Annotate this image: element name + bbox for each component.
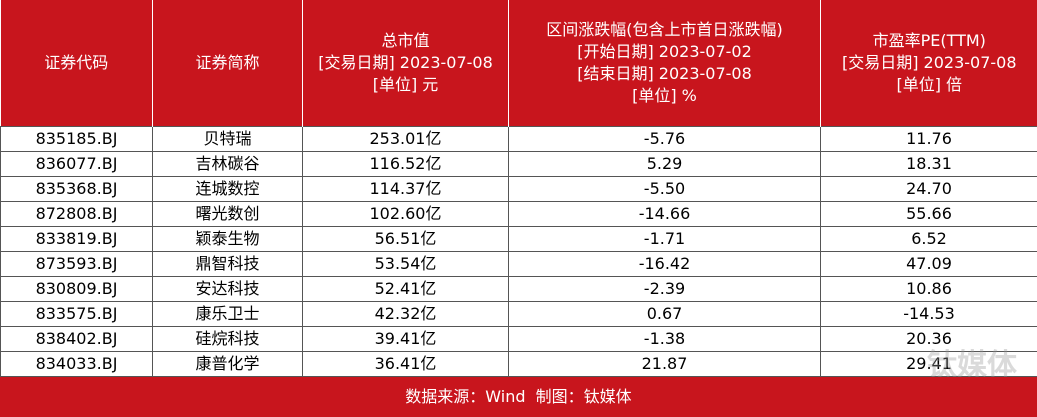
table-cell: 835185.BJ bbox=[0, 126, 153, 152]
table-cell: 833575.BJ bbox=[0, 301, 153, 327]
table-row: 835185.BJ 贝特瑞 253.01亿 -5.76 11.76 bbox=[0, 126, 1037, 152]
header-cell: 市盈率PE(TTM) [交易日期] 2023-07-08 [单位] 倍 bbox=[820, 0, 1037, 127]
table-cell: 872808.BJ bbox=[0, 201, 153, 227]
table-cell: 11.76 bbox=[820, 126, 1037, 152]
table-cell: 836077.BJ bbox=[0, 151, 153, 177]
table-cell: 838402.BJ bbox=[0, 326, 153, 352]
table-cell: 康普化学 bbox=[152, 351, 303, 377]
table-cell: 253.01亿 bbox=[302, 126, 509, 152]
table-cell: -2.39 bbox=[508, 276, 821, 302]
header-line: 证券简称 bbox=[195, 53, 260, 72]
table-cell: 36.41亿 bbox=[302, 351, 509, 377]
header-cell: 证券简称 bbox=[152, 0, 303, 127]
header-row: 证券代码 证券简称 总市值 [交易日期] 2023-07-08 [单位] 元 区间涨跌幅(… bbox=[0, 0, 1037, 127]
table-cell: 24.70 bbox=[820, 176, 1037, 202]
table-cell: 39.41亿 bbox=[302, 326, 509, 352]
table-cell: 42.32亿 bbox=[302, 301, 509, 327]
table-row: 873593.BJ 鼎智科技 53.54亿 -16.42 47.09 bbox=[0, 251, 1037, 277]
table-cell: 5.29 bbox=[508, 151, 821, 177]
table-cell: 安达科技 bbox=[152, 276, 303, 302]
table-row: 834033.BJ 康普化学 36.41亿 21.87 29.41 bbox=[0, 351, 1037, 377]
table-cell: 0.67 bbox=[508, 301, 821, 327]
table-cell: 21.87 bbox=[508, 351, 821, 377]
table-cell: 康乐卫士 bbox=[152, 301, 303, 327]
table-cell: -5.76 bbox=[508, 126, 821, 152]
table-cell: 鼎智科技 bbox=[152, 251, 303, 277]
table-row: 833575.BJ 康乐卫士 42.32亿 0.67 -14.53 bbox=[0, 301, 1037, 327]
header-line: [交易日期] 2023-07-08 bbox=[318, 53, 493, 72]
table-cell: 56.51亿 bbox=[302, 226, 509, 252]
table-cell: 47.09 bbox=[820, 251, 1037, 277]
table-body: 835185.BJ 贝特瑞 253.01亿 -5.76 11.76 836077.BJ 吉林… bbox=[0, 126, 1037, 377]
header-line: [开始日期] 2023-07-02 bbox=[577, 42, 752, 61]
table-cell: 连城数控 bbox=[152, 176, 303, 202]
table-cell: -14.66 bbox=[508, 201, 821, 227]
table-cell: 20.36 bbox=[820, 326, 1037, 352]
table-cell: 18.31 bbox=[820, 151, 1037, 177]
table-row: 833819.BJ 颖泰生物 56.51亿 -1.71 6.52 bbox=[0, 226, 1037, 252]
table-cell: 102.60亿 bbox=[302, 201, 509, 227]
table-cell: 873593.BJ bbox=[0, 251, 153, 277]
header-line: [结束日期] 2023-07-08 bbox=[577, 64, 752, 83]
header-line: 区间涨跌幅(包含上市首日涨跌幅) bbox=[546, 20, 783, 39]
header-line: 总市值 bbox=[381, 31, 430, 50]
header-line: [单位] 倍 bbox=[896, 75, 963, 94]
header-cell: 区间涨跌幅(包含上市首日涨跌幅) [开始日期] 2023-07-02 [结束日期] … bbox=[508, 0, 821, 127]
data-table: 证券代码 证券简称 总市值 [交易日期] 2023-07-08 [单位] 元 区间涨跌幅(… bbox=[0, 0, 1037, 377]
table-cell: -14.53 bbox=[820, 301, 1037, 327]
table-cell: 833819.BJ bbox=[0, 226, 153, 252]
table-cell: 830809.BJ bbox=[0, 276, 153, 302]
table-cell: -16.42 bbox=[508, 251, 821, 277]
table-cell: 114.37亿 bbox=[302, 176, 509, 202]
table-cell: 曙光数创 bbox=[152, 201, 303, 227]
table-cell: -1.38 bbox=[508, 326, 821, 352]
table-cell: 29.41 bbox=[820, 351, 1037, 377]
table-cell: -5.50 bbox=[508, 176, 821, 202]
header-line: [单位] 元 bbox=[372, 75, 439, 94]
table-cell: 硅烷科技 bbox=[152, 326, 303, 352]
table-row: 838402.BJ 硅烷科技 39.41亿 -1.38 20.36 bbox=[0, 326, 1037, 352]
table-cell: 834033.BJ bbox=[0, 351, 153, 377]
header-line: [单位] % bbox=[632, 86, 697, 105]
table-row: 830809.BJ 安达科技 52.41亿 -2.39 10.86 bbox=[0, 276, 1037, 302]
table-cell: 53.54亿 bbox=[302, 251, 509, 277]
header-line: 市盈率PE(TTM) bbox=[872, 31, 986, 50]
header-cell: 总市值 [交易日期] 2023-07-08 [单位] 元 bbox=[302, 0, 509, 127]
header-cell: 证券代码 bbox=[0, 0, 153, 127]
table-cell: 52.41亿 bbox=[302, 276, 509, 302]
table-cell: -1.71 bbox=[508, 226, 821, 252]
header-line: [交易日期] 2023-07-08 bbox=[841, 53, 1017, 72]
table-cell: 吉林碳谷 bbox=[152, 151, 303, 177]
footer-source: 数据来源：Wind 制图：钛媒体 bbox=[0, 377, 1037, 417]
table-cell: 835368.BJ bbox=[0, 176, 153, 202]
table-row: 835368.BJ 连城数控 114.37亿 -5.50 24.70 bbox=[0, 176, 1037, 202]
table-cell: 55.66 bbox=[820, 201, 1037, 227]
table-row: 872808.BJ 曙光数创 102.60亿 -14.66 55.66 bbox=[0, 201, 1037, 227]
table-cell: 6.52 bbox=[820, 226, 1037, 252]
table-cell: 贝特瑞 bbox=[152, 126, 303, 152]
table-cell: 10.86 bbox=[820, 276, 1037, 302]
table-cell: 116.52亿 bbox=[302, 151, 509, 177]
header-line: 证券代码 bbox=[44, 53, 109, 72]
table-row: 836077.BJ 吉林碳谷 116.52亿 5.29 18.31 bbox=[0, 151, 1037, 177]
table-cell: 颖泰生物 bbox=[152, 226, 303, 252]
